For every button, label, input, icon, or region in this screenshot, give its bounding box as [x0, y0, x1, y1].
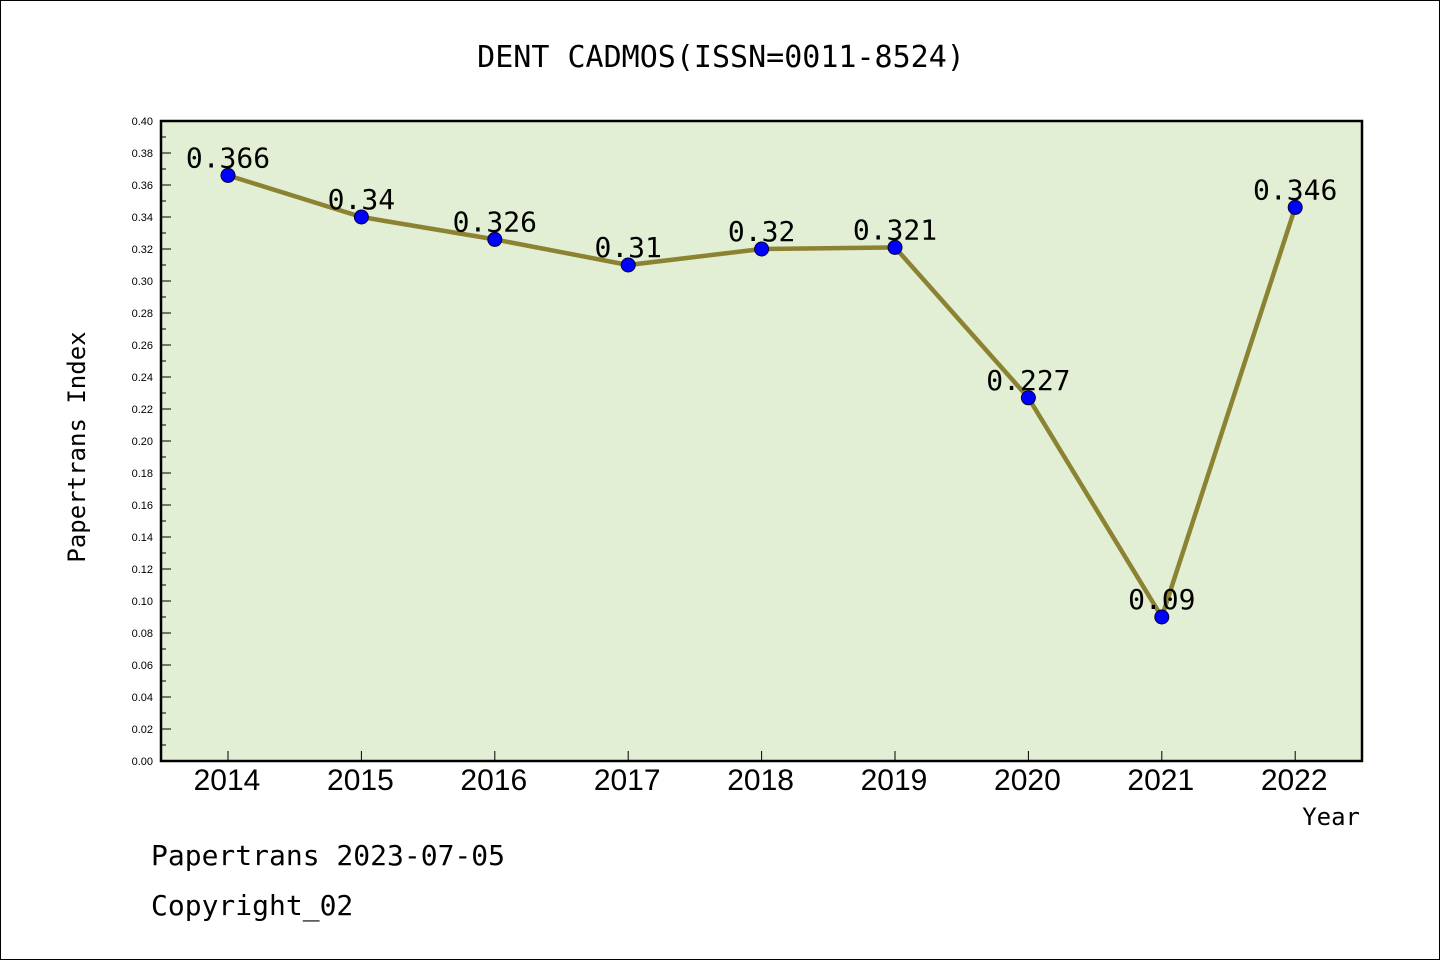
- y-tick-label: 0.36: [132, 180, 153, 192]
- x-tick-label: 2022: [1261, 764, 1328, 797]
- y-tick-label: 0.16: [132, 500, 153, 512]
- x-axis-title: Year: [1302, 803, 1360, 831]
- x-tick-label: 2019: [861, 764, 928, 797]
- y-tick-label: 0.04: [132, 692, 153, 704]
- footer-copyright: Copyright_02: [151, 889, 353, 923]
- data-label: 0.321: [853, 213, 937, 246]
- data-point: [1287, 199, 1303, 215]
- y-tick-label: 0.06: [132, 660, 153, 672]
- y-tick-label: 0.12: [132, 564, 153, 576]
- y-tick-label: 0.40: [132, 116, 153, 128]
- x-tick-label: 2018: [727, 764, 794, 797]
- x-tick-label: 2015: [327, 764, 394, 797]
- data-label: 0.31: [594, 231, 661, 264]
- x-axis: 2014 2015 2016 2017 2018 2019 2020 2021 2022: [194, 751, 1328, 797]
- x-tick-label: 2020: [994, 764, 1061, 797]
- x-tick-label: 2021: [1127, 764, 1194, 797]
- data-label: 0.366: [186, 141, 270, 174]
- y-axis: 0.00 0.02 0.04 0.06 0.08 0.10 0.12 0.14 0.16 0.18…: [132, 116, 171, 768]
- footer-date: Papertrans 2023-07-05: [151, 839, 505, 872]
- data-point: [353, 209, 369, 225]
- y-tick-label: 0.22: [132, 404, 153, 416]
- y-tick-label: 0.14: [132, 532, 153, 544]
- y-tick-label: 0.10: [132, 596, 153, 608]
- data-point: [754, 241, 770, 257]
- y-tick-label: 0.34: [132, 212, 153, 224]
- data-point: [487, 231, 503, 247]
- data-point: [220, 167, 236, 183]
- y-tick-label: 0.20: [132, 436, 153, 448]
- data-label: 0.32: [728, 215, 795, 248]
- chart-title: DENT CADMOS(ISSN=0011-8524): [477, 40, 965, 75]
- data-label: 0.326: [453, 205, 537, 238]
- y-tick-label: 0.00: [132, 756, 153, 768]
- x-tick-label: 2017: [594, 764, 661, 797]
- data-point: [1154, 609, 1170, 625]
- data-label: 0.346: [1253, 173, 1337, 206]
- data-label: 0.227: [986, 364, 1070, 397]
- x-tick-label: 2016: [460, 764, 527, 797]
- y-tick-label: 0.30: [132, 276, 153, 288]
- y-tick-label: 0.26: [132, 340, 153, 352]
- y-tick-label: 0.32: [132, 244, 153, 256]
- y-tick-label: 0.18: [132, 468, 153, 480]
- data-label: 0.34: [328, 183, 395, 216]
- data-label: 0.09: [1128, 583, 1195, 616]
- y-tick-label: 0.02: [132, 724, 153, 736]
- data-point: [1020, 390, 1036, 406]
- x-tick-label: 2014: [194, 764, 261, 797]
- y-axis-title: Papertrans Index: [63, 331, 91, 562]
- y-tick-label: 0.38: [132, 148, 153, 160]
- y-tick-label: 0.24: [132, 372, 153, 384]
- data-point: [887, 239, 903, 255]
- plot-area: [159, 119, 1364, 763]
- series-group: 0.366 0.34 0.326 0.31 0.32 0.321 0.227 0.09 0.34…: [186, 141, 1337, 625]
- y-tick-label: 0.28: [132, 308, 153, 320]
- y-tick-label: 0.08: [132, 628, 153, 640]
- data-point: [620, 257, 636, 273]
